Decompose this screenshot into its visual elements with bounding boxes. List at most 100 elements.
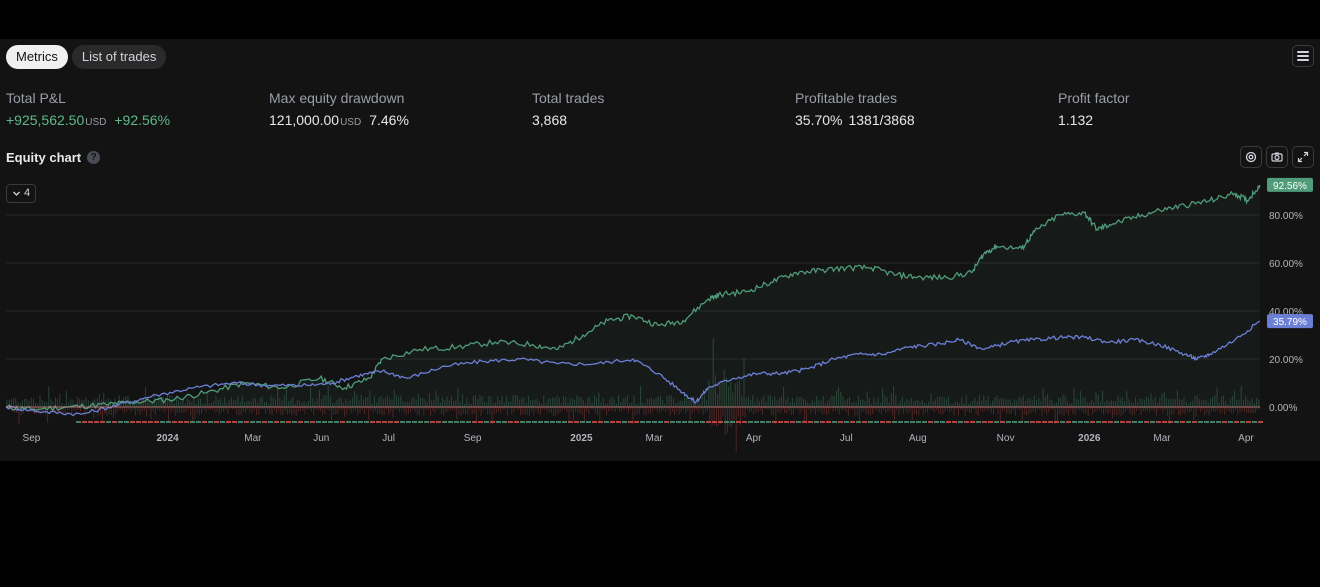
trade-strip-mark: [106, 421, 111, 423]
x-tick-label: Jul: [382, 433, 395, 444]
trade-strip-mark: [118, 421, 123, 423]
y-tick-label: 60.00%: [1269, 259, 1303, 270]
trade-strip-mark: [910, 421, 915, 423]
trade-strip-mark: [928, 421, 933, 423]
trade-strip-mark: [1024, 421, 1029, 423]
collapse-series-button[interactable]: 4: [6, 184, 37, 203]
trade-strip-mark: [820, 421, 825, 423]
trade-strip-mark: [178, 421, 183, 423]
trade-strip-mark: [922, 421, 927, 423]
trade-strip-mark: [1090, 421, 1095, 423]
trade-strip-mark: [664, 421, 669, 423]
trade-strip-mark: [772, 421, 777, 423]
trade-strip-mark: [814, 421, 819, 423]
trade-strip-mark: [1138, 421, 1143, 423]
trade-strip-mark: [394, 421, 399, 423]
trade-strip-mark: [1006, 421, 1011, 423]
trade-strip-mark: [136, 421, 141, 423]
screenshot-button[interactable]: [1266, 146, 1288, 168]
trade-strip-mark: [742, 421, 747, 423]
equity-chart-title: Equity chart ?: [6, 150, 101, 165]
trade-strip-mark: [1114, 421, 1119, 423]
trade-strip-mark: [82, 421, 87, 423]
trade-strip-mark: [610, 421, 615, 423]
trade-strip-mark: [250, 421, 255, 423]
trade-strip-mark: [520, 421, 525, 423]
fullscreen-button[interactable]: [1292, 146, 1314, 168]
metric-label: Max equity drawdown: [269, 90, 405, 106]
tab-metrics[interactable]: Metrics: [6, 45, 68, 69]
trade-strip-mark: [202, 421, 207, 423]
trade-strip-mark: [286, 421, 291, 423]
metric-value: 35.70%: [795, 112, 843, 128]
trade-strip-mark: [424, 421, 429, 423]
trade-strip-mark: [292, 421, 297, 423]
trade-strip-mark: [1096, 421, 1101, 423]
metric-label: Total trades: [532, 90, 605, 106]
metric-percent: +92.56%: [114, 112, 171, 128]
trade-strip-mark: [436, 421, 441, 423]
trade-strip-mark: [676, 421, 681, 423]
trade-strip-mark: [784, 421, 789, 423]
trade-strip-mark: [1156, 421, 1161, 423]
trade-strip-mark: [430, 421, 435, 423]
trade-strip-mark: [862, 421, 867, 423]
x-tick-label: 2024: [156, 433, 179, 444]
expand-icon: [1297, 151, 1309, 163]
trade-strip-mark: [1042, 421, 1047, 423]
trade-strip-mark: [148, 421, 153, 423]
trade-strip-mark: [958, 421, 963, 423]
trade-strip-mark: [670, 421, 675, 423]
gear-icon: [1245, 151, 1257, 163]
trade-strip-mark: [1012, 421, 1017, 423]
settings-button[interactable]: [1240, 146, 1262, 168]
trade-strip-mark: [1150, 421, 1155, 423]
y-tick-label: 0.00%: [1269, 403, 1297, 414]
trade-strip-mark: [964, 421, 969, 423]
metric-unit: USD: [340, 117, 362, 128]
trade-strip-mark: [124, 421, 129, 423]
trade-strip-mark: [262, 421, 267, 423]
metric-unit: USD: [85, 117, 107, 128]
trade-strip-mark: [454, 421, 459, 423]
trade-strip-mark: [1018, 421, 1023, 423]
trade-strip-mark: [508, 421, 513, 423]
trade-strip-mark: [892, 421, 897, 423]
trade-strip-mark: [160, 421, 165, 423]
trade-strip-mark: [1078, 421, 1083, 423]
trade-strip-mark: [694, 421, 699, 423]
trade-strip-mark: [406, 421, 411, 423]
trade-strip-mark: [142, 421, 147, 423]
trade-strip-mark: [1144, 421, 1149, 423]
y-tick-label: 20.00%: [1269, 355, 1303, 366]
trade-strip-mark: [592, 421, 597, 423]
trade-strip-mark: [1000, 421, 1005, 423]
x-tick-label: Aug: [909, 433, 927, 444]
trade-strip-mark: [1102, 421, 1107, 423]
trade-strip-mark: [982, 421, 987, 423]
metric-profit-factor: Profit factor 1.132: [1058, 90, 1130, 128]
trade-strip-mark: [1252, 421, 1257, 423]
trade-strip-mark: [1258, 421, 1263, 423]
tab-list-of-trades[interactable]: List of trades: [71, 45, 167, 69]
help-icon[interactable]: ?: [87, 151, 101, 164]
trade-strip-mark: [832, 421, 837, 423]
trade-strip-mark: [298, 421, 303, 423]
trade-strip-mark: [850, 421, 855, 423]
trade-strip-mark: [94, 421, 99, 423]
menu-button[interactable]: [1292, 45, 1314, 67]
trade-strip-mark: [1234, 421, 1239, 423]
trade-strip-mark: [730, 421, 735, 423]
chevron-down-icon: [13, 191, 20, 196]
trade-strip-mark: [934, 421, 939, 423]
strategy-report-panel: Metrics List of trades Total P&L +925,56…: [0, 39, 1320, 461]
trade-strip-mark: [988, 421, 993, 423]
trade-strip-mark: [526, 421, 531, 423]
trade-strip-mark: [184, 421, 189, 423]
metric-percent: 7.46%: [369, 112, 409, 128]
trade-strip-mark: [1174, 421, 1179, 423]
metric-value: 1.132: [1058, 112, 1094, 128]
trade-strip-mark: [1228, 421, 1233, 423]
trade-strip-mark: [904, 421, 909, 423]
trade-strip-mark: [304, 421, 309, 423]
